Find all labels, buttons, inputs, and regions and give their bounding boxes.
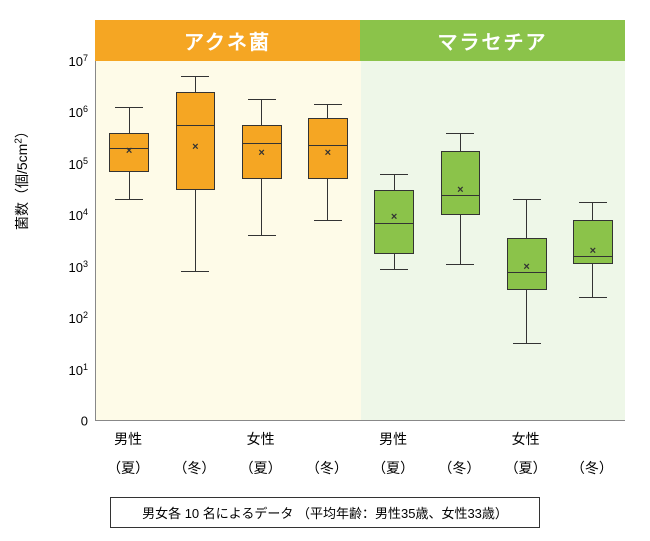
y-tick: 107 [48,53,88,69]
whisker-cap [380,269,408,270]
x-season-label: （夏） [95,450,161,479]
header-acne-label: アクネ菌 [184,32,271,54]
mean-marker: × [523,261,529,273]
mean-marker: × [391,211,397,223]
mean-marker: × [192,141,198,153]
whisker-cap [248,99,276,100]
median-line [374,223,414,224]
x-axis-labels: 男性女性男性女性（夏）（冬）（夏）（冬）（夏）（冬）（夏）（冬） [95,421,625,479]
mean-marker: × [325,147,331,159]
whisker-cap [380,174,408,175]
whisker-cap [181,76,209,77]
x-group-label: 女性 [228,421,294,450]
whisker-cap [513,343,541,344]
x-season-label: （夏） [228,450,294,479]
mean-marker: × [457,184,463,196]
y-axis-label: 菌数（個/5cm2） [12,124,32,230]
y-tick: 106 [48,104,88,120]
whisker-cap [314,220,342,221]
whisker-cap [248,235,276,236]
x-season-label: （冬） [426,450,492,479]
mean-marker: × [126,145,132,157]
mean-marker: × [590,245,596,257]
y-tick: 103 [48,258,88,274]
whisker-cap [446,133,474,134]
footnote-box: 男女各 10 名によるデータ （平均年齢：男性35歳、女性33歳） [110,497,540,528]
plot-bg-left [96,61,361,420]
header-malassezia: マラセチア [360,20,625,61]
y-tick: 102 [48,310,88,326]
y-tick: 105 [48,156,88,172]
whisker-cap [115,107,143,108]
footnote-text: 男女各 10 名によるデータ （平均年齢：男性35歳、女性33歳） [142,506,508,521]
y-tick: 104 [48,207,88,223]
whisker-cap [513,199,541,200]
whisker-cap [579,297,607,298]
header-malassezia-label: マラセチア [438,32,548,54]
chart-container: アクネ菌 マラセチア 菌数（個/5cm2） 0 101 102 103 104 105 10… [0,0,650,541]
plot-area: 0101102103104105106107×××××××× [95,61,625,421]
x-season-label: （冬） [559,450,625,479]
x-group-label [161,421,227,450]
median-line [242,143,282,144]
whisker-cap [181,271,209,272]
header-acne: アクネ菌 [95,20,360,61]
x-season-label: （夏） [493,450,559,479]
x-group-label [559,421,625,450]
x-group-label: 男性 [360,421,426,450]
y-tick: 101 [48,361,88,377]
box [573,220,613,264]
whisker-cap [314,104,342,105]
x-group-label: 女性 [493,421,559,450]
header-row: アクネ菌 マラセチア [95,20,625,61]
x-group-label [294,421,360,450]
y-tick: 0 [48,414,88,429]
x-group-label [426,421,492,450]
mean-marker: × [258,147,264,159]
whisker-cap [446,264,474,265]
whisker-cap [579,202,607,203]
x-season-label: （冬） [294,450,360,479]
x-group-label: 男性 [95,421,161,450]
whisker-cap [115,199,143,200]
x-season-label: （夏） [360,450,426,479]
x-season-label: （冬） [161,450,227,479]
median-line [176,125,216,126]
